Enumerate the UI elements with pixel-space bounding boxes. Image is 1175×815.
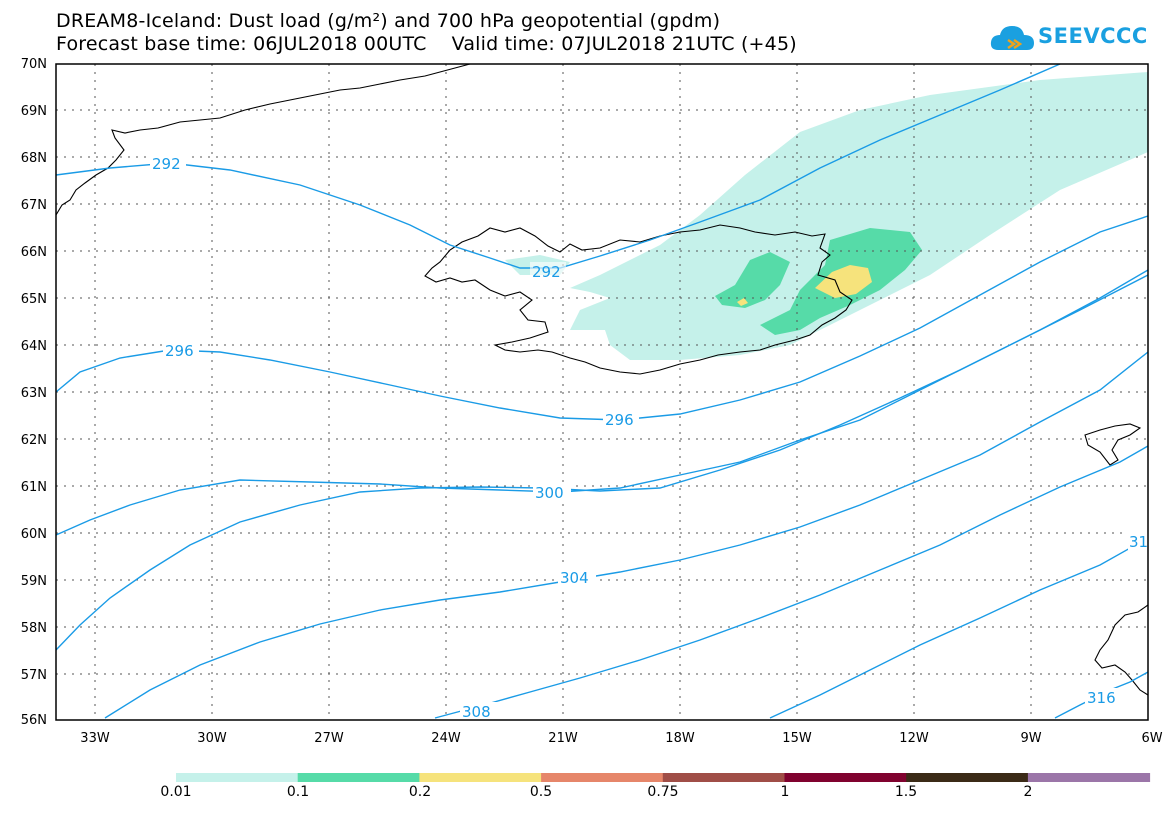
lat-label: 68N xyxy=(21,151,47,166)
coastlines xyxy=(55,63,1149,696)
contour-label: 292 xyxy=(152,155,181,173)
colorbar-label: 0.2 xyxy=(408,784,432,800)
map-title: DREAM8-Iceland: Dust load (g/m²) and 700… xyxy=(56,10,721,32)
lon-label: 18W xyxy=(665,731,695,746)
lat-label: 66N xyxy=(21,245,47,260)
lat-label: 60N xyxy=(21,527,47,542)
lon-label: 33W xyxy=(80,731,110,746)
seevccc-logo: SEEVCCC xyxy=(990,20,1147,60)
faroe-coast xyxy=(1084,423,1142,466)
dust-medium-west xyxy=(715,252,790,308)
dust-high-small xyxy=(737,298,748,306)
lat-label: 65N xyxy=(21,292,47,307)
lat-label: 57N xyxy=(21,668,47,683)
colorbar-swatch xyxy=(906,773,1029,782)
lon-label: 12W xyxy=(899,731,929,746)
iceland-coast xyxy=(424,224,853,375)
lon-label: 21W xyxy=(548,731,578,746)
scotland-coast xyxy=(1094,604,1149,696)
colorbar-label: 0.1 xyxy=(286,784,310,800)
lat-label: 67N xyxy=(21,198,47,213)
lon-label: 27W xyxy=(314,731,344,746)
greenland-coast xyxy=(55,63,471,216)
colorbar-swatch xyxy=(662,773,785,782)
lon-label: 24W xyxy=(431,731,461,746)
lon-label: 9W xyxy=(1020,731,1041,746)
contour-label: 304 xyxy=(560,569,589,587)
lat-label: 64N xyxy=(21,339,47,354)
colorbar-label: 2 xyxy=(1023,784,1033,800)
contour-labels: 292 292 296 296 300 304 308 31 316 xyxy=(150,154,1148,721)
lat-label: 62N xyxy=(21,433,47,448)
contour-304-main xyxy=(104,351,1149,719)
latitude-labels: 70N 69N 68N 67N 66N 65N 64N 63N 62N 61N … xyxy=(21,57,47,728)
contour-304 xyxy=(55,274,1149,651)
contour-label: 31 xyxy=(1129,533,1148,551)
colorbar-swatch xyxy=(541,773,664,782)
contour-312 xyxy=(769,537,1149,719)
contour-label: 296 xyxy=(605,411,634,429)
forecast-time-info: Forecast base time: 06JUL2018 00UTC Vali… xyxy=(56,33,797,55)
contour-308 xyxy=(434,445,1149,719)
contour-label: 316 xyxy=(1087,689,1116,707)
lat-label: 63N xyxy=(21,386,47,401)
lat-label: 70N xyxy=(21,57,47,72)
longitude-labels: 33W 30W 27W 24W 21W 18W 15W 12W 9W 6W xyxy=(80,731,1162,746)
dust-load-shading xyxy=(505,72,1148,360)
lat-label: 59N xyxy=(21,574,47,589)
colorbar-swatch xyxy=(1027,773,1151,782)
colorbar-label: 0.75 xyxy=(647,784,679,800)
map-frame xyxy=(55,63,1149,721)
contour-label: 296 xyxy=(165,342,194,360)
cloud-icon xyxy=(990,26,1034,50)
dust-high xyxy=(815,265,872,298)
lat-label: 69N xyxy=(21,104,47,119)
colorbar-swatch xyxy=(419,773,542,782)
colorbar-swatch xyxy=(176,773,299,782)
lon-label: 30W xyxy=(197,731,227,746)
dust-plume-light xyxy=(570,72,1148,360)
lat-label: 61N xyxy=(21,480,47,495)
lat-label: 58N xyxy=(21,621,47,636)
contour-label: 292 xyxy=(532,263,561,281)
logo-text: SEEVCCC xyxy=(1038,24,1148,48)
colorbar xyxy=(176,773,1151,782)
contour-label: 308 xyxy=(462,703,491,721)
colorbar-label: 0.01 xyxy=(160,784,192,800)
lon-label: 6W xyxy=(1141,731,1162,746)
colorbar-label: 0.5 xyxy=(529,784,553,800)
lat-label: 56N xyxy=(21,713,47,728)
graticule xyxy=(56,64,1148,720)
contour-label: 300 xyxy=(535,484,564,502)
lon-label: 15W xyxy=(782,731,812,746)
colorbar-swatch xyxy=(297,773,420,782)
colorbar-swatch xyxy=(784,773,907,782)
colorbar-label: 1.5 xyxy=(894,784,918,800)
colorbar-label: 1 xyxy=(780,784,790,800)
